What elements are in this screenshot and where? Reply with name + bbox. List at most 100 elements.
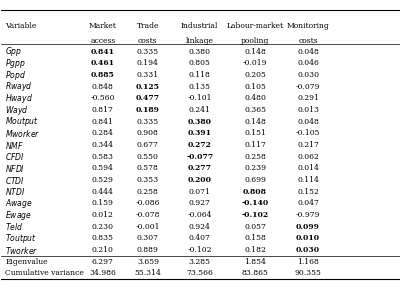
Text: 0.158: 0.158 [244, 235, 266, 242]
Text: 0.205: 0.205 [244, 71, 266, 79]
Text: 0.391: 0.391 [188, 130, 212, 137]
Text: 83.865: 83.865 [242, 269, 269, 278]
Text: 0.331: 0.331 [137, 71, 159, 79]
Text: 0.258: 0.258 [137, 188, 159, 196]
Text: Market: Market [89, 22, 117, 30]
Text: -0.001: -0.001 [136, 223, 160, 231]
Text: $\mathit{Pgpp}$: $\mathit{Pgpp}$ [5, 57, 26, 70]
Text: 0.908: 0.908 [137, 130, 159, 137]
Text: 0.344: 0.344 [92, 141, 114, 149]
Text: 0.148: 0.148 [244, 118, 266, 126]
Text: -0.105: -0.105 [296, 130, 320, 137]
Text: -0.064: -0.064 [187, 211, 212, 219]
Text: 0.529: 0.529 [92, 176, 114, 184]
Text: 0.407: 0.407 [189, 235, 211, 242]
Text: -0.102: -0.102 [187, 246, 212, 254]
Text: 0.927: 0.927 [189, 200, 211, 208]
Text: 0.057: 0.057 [244, 223, 266, 231]
Text: 0.152: 0.152 [297, 188, 319, 196]
Text: 0.217: 0.217 [297, 141, 319, 149]
Text: 0.594: 0.594 [92, 164, 114, 172]
Text: costs: costs [138, 37, 158, 45]
Text: 0.335: 0.335 [137, 48, 159, 56]
Text: 0.062: 0.062 [297, 153, 319, 161]
Text: 0.808: 0.808 [243, 188, 267, 196]
Text: 0.841: 0.841 [91, 48, 115, 56]
Text: -0.019: -0.019 [243, 59, 267, 68]
Text: 0.046: 0.046 [297, 59, 319, 68]
Text: $\mathit{Awage}$: $\mathit{Awage}$ [5, 197, 33, 210]
Text: 0.148: 0.148 [244, 48, 266, 56]
Text: 0.444: 0.444 [92, 188, 114, 196]
Text: 0.230: 0.230 [92, 223, 114, 231]
Text: $\mathit{Tworker}$: $\mathit{Tworker}$ [5, 244, 39, 256]
Text: -0.140: -0.140 [241, 200, 269, 208]
Text: $\mathit{Ewage}$: $\mathit{Ewage}$ [5, 208, 32, 222]
Text: $\mathit{Hwayd}$: $\mathit{Hwayd}$ [5, 92, 33, 105]
Text: 0.284: 0.284 [92, 130, 114, 137]
Text: 0.307: 0.307 [137, 235, 159, 242]
Text: 34.986: 34.986 [89, 269, 116, 278]
Text: 90.355: 90.355 [295, 269, 322, 278]
Text: 0.380: 0.380 [189, 48, 211, 56]
Text: 0.578: 0.578 [137, 164, 159, 172]
Text: $\mathit{Mworker}$: $\mathit{Mworker}$ [5, 128, 41, 139]
Text: 0.805: 0.805 [189, 59, 211, 68]
Text: 0.239: 0.239 [244, 164, 266, 172]
Text: $\mathit{NTDI}$: $\mathit{NTDI}$ [5, 186, 26, 197]
Text: $\mathit{CTDI}$: $\mathit{CTDI}$ [5, 175, 25, 186]
Text: 0.583: 0.583 [92, 153, 114, 161]
Text: 0.200: 0.200 [188, 176, 212, 184]
Text: $\mathit{CFDI}$: $\mathit{CFDI}$ [5, 151, 25, 162]
Text: -0.560: -0.560 [91, 94, 115, 103]
Text: Labour-market: Labour-market [227, 22, 284, 30]
Text: 0.480: 0.480 [244, 94, 266, 103]
Text: Cumulative variance: Cumulative variance [5, 269, 84, 278]
Text: 0.835: 0.835 [92, 235, 114, 242]
Text: 0.182: 0.182 [244, 246, 266, 254]
Text: 0.477: 0.477 [136, 94, 160, 103]
Text: 0.010: 0.010 [296, 235, 320, 242]
Text: 0.189: 0.189 [136, 106, 160, 114]
Text: 0.272: 0.272 [188, 141, 212, 149]
Text: 0.353: 0.353 [137, 176, 159, 184]
Text: -0.101: -0.101 [187, 94, 212, 103]
Text: -0.078: -0.078 [136, 211, 160, 219]
Text: Monitoring: Monitoring [287, 22, 329, 30]
Text: 0.365: 0.365 [244, 106, 266, 114]
Text: 0.291: 0.291 [297, 94, 319, 103]
Text: 0.047: 0.047 [297, 200, 319, 208]
Text: 6.297: 6.297 [92, 258, 114, 266]
Text: -0.086: -0.086 [136, 200, 160, 208]
Text: 0.889: 0.889 [137, 246, 159, 254]
Text: $\mathit{Teld}$: $\mathit{Teld}$ [5, 221, 24, 232]
Text: 0.277: 0.277 [188, 164, 212, 172]
Text: 0.550: 0.550 [137, 153, 159, 161]
Text: -0.079: -0.079 [296, 83, 320, 91]
Text: 55.314: 55.314 [134, 269, 161, 278]
Text: 0.461: 0.461 [91, 59, 115, 68]
Text: $\mathit{Popd}$: $\mathit{Popd}$ [5, 69, 26, 82]
Text: 0.030: 0.030 [297, 71, 319, 79]
Text: 3.285: 3.285 [189, 258, 211, 266]
Text: costs: costs [298, 37, 318, 45]
Text: Industrial: Industrial [181, 22, 219, 30]
Text: 1.168: 1.168 [297, 258, 319, 266]
Text: -0.077: -0.077 [186, 153, 213, 161]
Text: 0.817: 0.817 [92, 106, 114, 114]
Text: -0.102: -0.102 [241, 211, 269, 219]
Text: 0.099: 0.099 [296, 223, 320, 231]
Text: -0.979: -0.979 [296, 211, 320, 219]
Text: 0.241: 0.241 [189, 106, 211, 114]
Text: $\mathit{NMF}$: $\mathit{NMF}$ [5, 140, 24, 151]
Text: 0.071: 0.071 [189, 188, 211, 196]
Text: $\mathit{Toutput}$: $\mathit{Toutput}$ [5, 232, 37, 245]
Text: 0.885: 0.885 [91, 71, 115, 79]
Text: 3.659: 3.659 [137, 258, 159, 266]
Text: $\mathit{NFDI}$: $\mathit{NFDI}$ [5, 163, 25, 174]
Text: 0.125: 0.125 [136, 83, 160, 91]
Text: 0.151: 0.151 [244, 130, 266, 137]
Text: 0.258: 0.258 [244, 153, 266, 161]
Text: 0.335: 0.335 [137, 118, 159, 126]
Text: 0.012: 0.012 [92, 211, 114, 219]
